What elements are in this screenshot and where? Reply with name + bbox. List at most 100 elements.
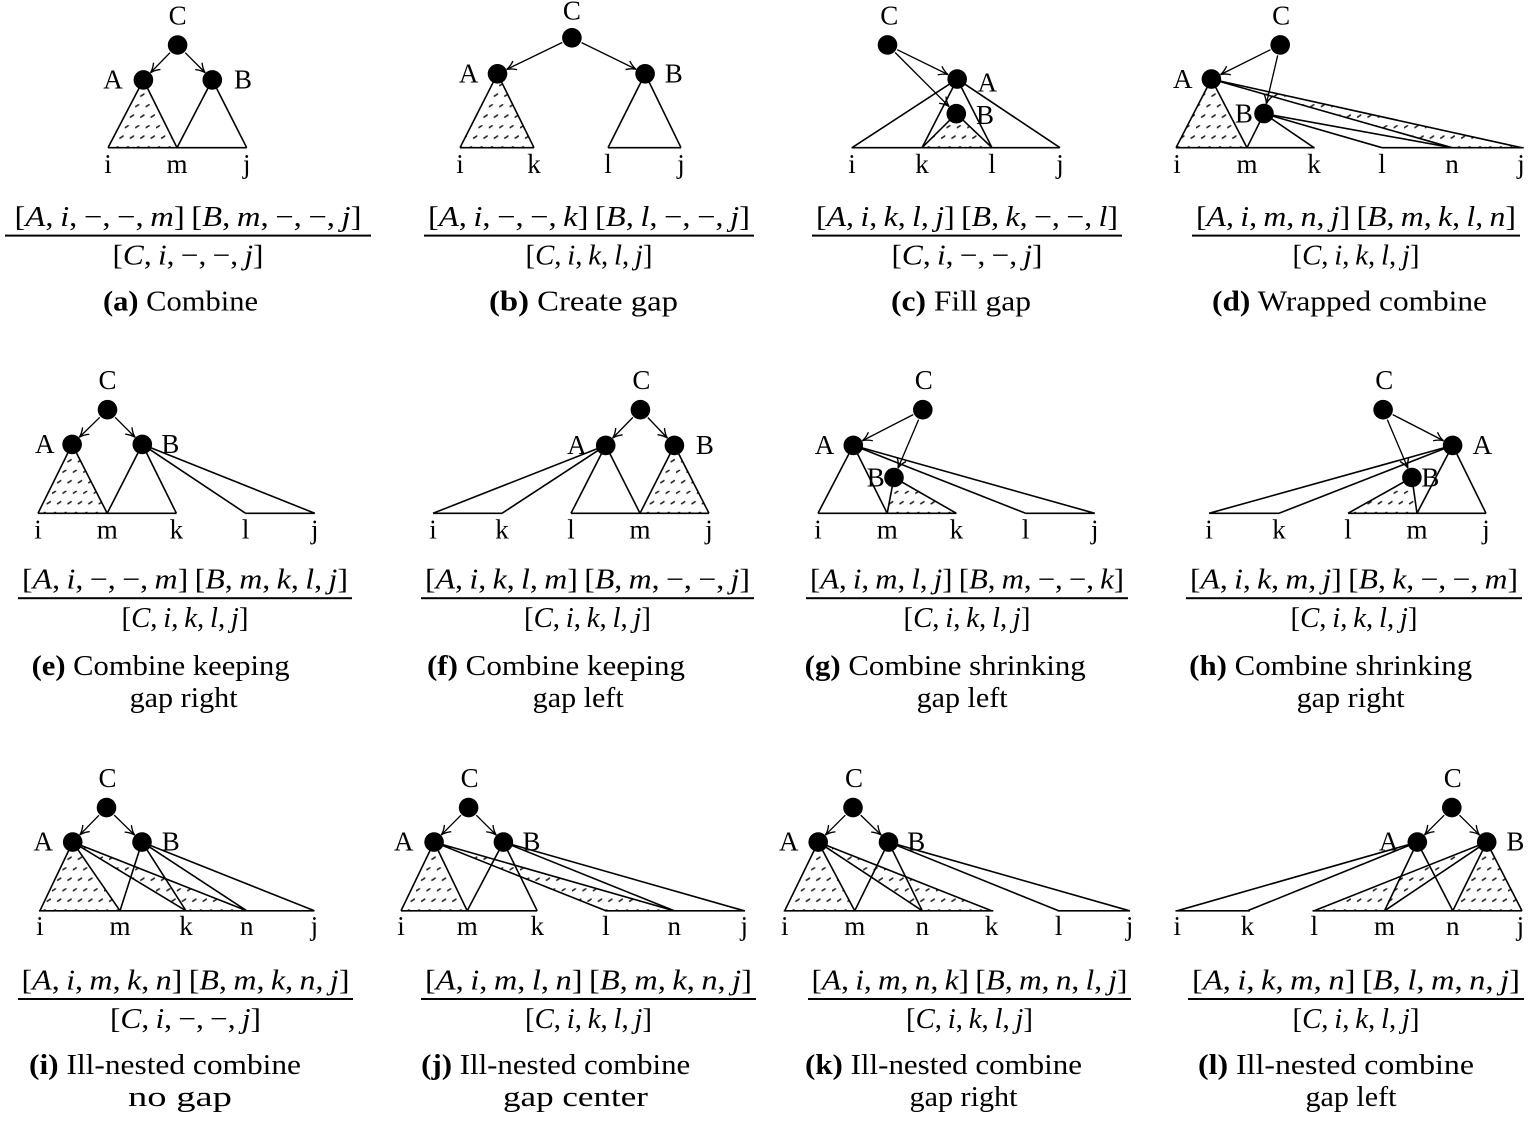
svg-text:C: C	[461, 763, 479, 793]
svg-text:j: j	[1516, 149, 1525, 179]
svg-text:l: l	[604, 149, 612, 179]
svg-text:i: i	[34, 515, 42, 545]
svg-text:[A, i, m, n, j] [B, m, k, l, n: [A, i, m, n, j] [B, m, k, l, n]	[1196, 202, 1516, 233]
svg-text:m: m	[1236, 149, 1257, 179]
svg-text:j: j	[310, 911, 319, 941]
svg-text:B: B	[234, 65, 252, 95]
svg-text:l: l	[567, 515, 575, 545]
svg-text:C: C	[915, 365, 933, 395]
svg-text:n: n	[240, 911, 254, 941]
svg-text:[C, i, k, l, j]: [C, i, k, l, j]	[904, 603, 1031, 634]
svg-text:[A, i, k, m, n] [B, l, m, n, j: [A, i, k, m, n] [B, l, m, n, j]	[1192, 966, 1520, 997]
svg-text:A: A	[1379, 827, 1399, 857]
svg-text:(e) Combine keeping: (e) Combine keeping	[32, 651, 290, 682]
svg-text:B: B	[665, 59, 683, 89]
svg-text:gap left: gap left	[1306, 1082, 1397, 1113]
svg-text:k: k	[950, 515, 964, 545]
svg-text:j: j	[1516, 911, 1525, 941]
svg-text:n: n	[1445, 149, 1459, 179]
svg-text:[C, i, −, −, j]: [C, i, −, −, j]	[892, 240, 1043, 271]
svg-text:j: j	[1481, 515, 1490, 545]
svg-text:(g) Combine shrinking: (g) Combine shrinking	[805, 651, 1086, 682]
svg-text:A: A	[567, 430, 587, 460]
svg-text:C: C	[880, 0, 898, 30]
svg-text:A: A	[34, 827, 54, 857]
svg-text:l: l	[1344, 515, 1352, 545]
svg-text:C: C	[98, 365, 116, 395]
svg-text:i: i	[814, 515, 822, 545]
svg-text:(d) Wrapped combine: (d) Wrapped combine	[1212, 287, 1487, 318]
svg-text:B: B	[696, 430, 714, 460]
svg-text:B: B	[162, 827, 180, 857]
svg-text:n: n	[667, 911, 681, 941]
svg-text:B: B	[867, 462, 885, 492]
svg-text:m: m	[844, 911, 865, 941]
svg-text:(f) Combine keeping: (f) Combine keeping	[427, 651, 685, 682]
svg-text:l: l	[1055, 911, 1063, 941]
svg-text:n: n	[916, 911, 930, 941]
svg-text:l: l	[1022, 515, 1030, 545]
svg-text:(h) Combine shrinking: (h) Combine shrinking	[1189, 651, 1472, 682]
svg-text:[A, i, k, l, m] [B, m, −, −, j: [A, i, k, l, m] [B, m, −, −, j]	[425, 565, 750, 596]
svg-text:[C, i, k, l, j]: [C, i, k, l, j]	[526, 240, 653, 271]
svg-text:k: k	[170, 515, 184, 545]
svg-text:i: i	[456, 149, 464, 179]
svg-text:[A, i, −, −, m] [B, m, k, l, j: [A, i, −, −, m] [B, m, k, l, j]	[22, 565, 348, 596]
svg-text:C: C	[1375, 365, 1393, 395]
svg-text:m: m	[1374, 911, 1395, 941]
svg-text:(c) Fill gap: (c) Fill gap	[891, 287, 1031, 318]
svg-text:B: B	[907, 827, 925, 857]
svg-text:gap right: gap right	[910, 1082, 1018, 1113]
svg-text:i: i	[1205, 515, 1213, 545]
svg-text:A: A	[394, 827, 414, 857]
svg-text:A: A	[815, 430, 835, 460]
svg-text:[A, i, m, n, k] [B, m, n, l, j: [A, i, m, n, k] [B, m, n, l, j]	[812, 966, 1128, 997]
svg-text:C: C	[1444, 763, 1462, 793]
svg-text:[A, i, m, l, j] [B, m, −, −, k: [A, i, m, l, j] [B, m, −, −, k]	[810, 565, 1124, 596]
svg-text:[C, i, k, l, j]: [C, i, k, l, j]	[1291, 603, 1418, 634]
svg-text:(k) Ill-nested combine: (k) Ill-nested combine	[805, 1050, 1082, 1081]
svg-text:i: i	[104, 149, 112, 179]
svg-text:i: i	[781, 911, 789, 941]
svg-text:C: C	[169, 0, 187, 30]
svg-text:j: j	[1055, 149, 1064, 179]
svg-text:m: m	[97, 515, 118, 545]
svg-text:(l) Ill-nested combine: (l) Ill-nested combine	[1198, 1050, 1474, 1081]
svg-text:m: m	[877, 515, 898, 545]
svg-text:k: k	[1272, 515, 1286, 545]
svg-text:[A, i, k, l, j] [B, k, −, −, l: [A, i, k, l, j] [B, k, −, −, l]	[816, 202, 1118, 233]
svg-text:A: A	[103, 65, 123, 95]
svg-text:gap right: gap right	[1297, 683, 1405, 714]
svg-text:[C, i, k, l, j]: [C, i, k, l, j]	[1293, 1004, 1420, 1035]
svg-text:l: l	[602, 911, 610, 941]
svg-text:[A, i, k, m, j] [B, k, −, −, m: [A, i, k, m, j] [B, k, −, −, m]	[1190, 565, 1518, 596]
svg-text:k: k	[1307, 149, 1321, 179]
svg-text:j: j	[704, 515, 713, 545]
svg-text:gap left: gap left	[533, 683, 624, 714]
svg-text:l: l	[1378, 149, 1386, 179]
svg-text:l: l	[988, 149, 996, 179]
svg-text:[A, i, −, −, m] [B, m, −, −, j: [A, i, −, −, m] [B, m, −, −, j]	[15, 202, 362, 233]
svg-text:m: m	[457, 911, 478, 941]
svg-text:i: i	[1173, 149, 1181, 179]
svg-text:l: l	[1310, 911, 1318, 941]
svg-text:k: k	[179, 911, 193, 941]
svg-text:l: l	[242, 515, 250, 545]
svg-text:k: k	[915, 149, 929, 179]
svg-text:(i) Ill-nested combine: (i) Ill-nested combine	[29, 1050, 301, 1081]
svg-text:C: C	[563, 0, 581, 26]
svg-text:j: j	[310, 515, 319, 545]
svg-text:[A, i, m, l, n] [B, m, k, n, j: [A, i, m, l, n] [B, m, k, n, j]	[425, 966, 752, 997]
svg-text:j: j	[1090, 515, 1099, 545]
svg-text:A: A	[1473, 430, 1493, 460]
svg-text:n: n	[1446, 911, 1460, 941]
svg-text:k: k	[530, 911, 544, 941]
svg-text:k: k	[495, 515, 509, 545]
svg-text:[C, i, k, l, j]: [C, i, k, l, j]	[525, 1004, 652, 1035]
svg-text:k: k	[527, 149, 541, 179]
svg-text:A: A	[35, 429, 55, 459]
svg-text:[A, i, −, −, k] [B, l, −, −, j: [A, i, −, −, k] [B, l, −, −, j]	[428, 202, 750, 233]
svg-text:k: k	[985, 911, 999, 941]
svg-text:B: B	[1506, 827, 1524, 857]
svg-text:i: i	[397, 911, 405, 941]
